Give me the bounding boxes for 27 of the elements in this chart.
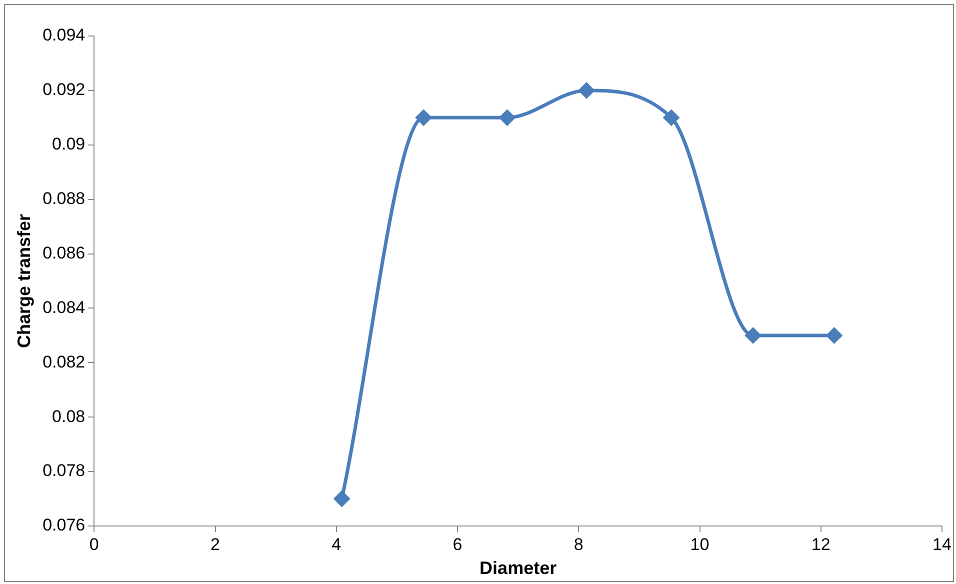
x-tick-label: 8 — [574, 534, 584, 554]
x-tick-label: 4 — [332, 534, 342, 554]
x-axis-title: Diameter — [480, 558, 557, 578]
point — [578, 82, 594, 98]
y-tick-label: 0.08 — [52, 406, 86, 426]
x-tick-label: 14 — [932, 534, 952, 554]
x-tick-label: 12 — [811, 534, 830, 554]
y-tick-label: 0.076 — [42, 516, 86, 535]
y-tick-label: 0.078 — [42, 461, 86, 480]
y-tick-label: 0.082 — [42, 352, 86, 372]
y-tick-label: 0.09 — [52, 134, 86, 154]
point — [499, 110, 515, 126]
x-tick-label: 0 — [89, 534, 99, 554]
point — [664, 110, 680, 126]
y-tick-label: 0.094 — [42, 26, 86, 45]
point — [334, 491, 350, 507]
x-tick-label: 6 — [452, 534, 462, 554]
y-tick-label: 0.088 — [42, 189, 86, 208]
point — [745, 328, 761, 344]
y-tick-label: 0.092 — [42, 80, 86, 100]
x-tick-label: 2 — [210, 534, 220, 554]
y-tick-label: 0.086 — [42, 243, 86, 262]
y-axis-title: Charge transfer — [14, 214, 34, 348]
y-tick-label: 0.084 — [42, 298, 86, 317]
point — [416, 110, 432, 126]
point — [826, 328, 842, 344]
x-tick-label: 10 — [690, 534, 710, 554]
